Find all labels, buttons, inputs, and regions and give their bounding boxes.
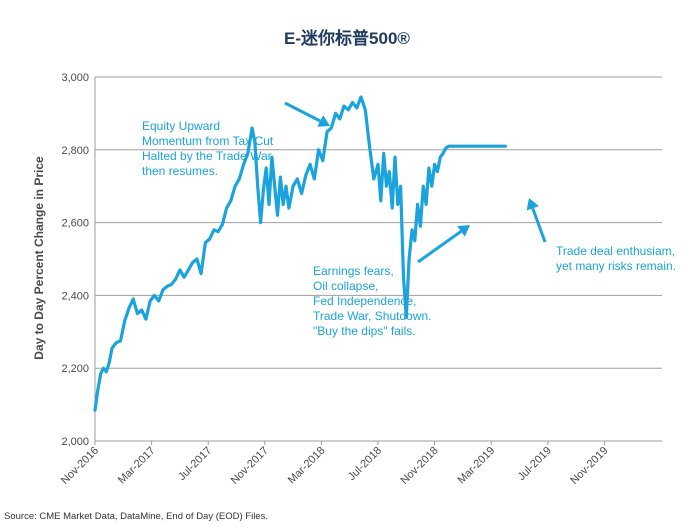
- y-axis-label: Day to Day Percent Change in Price: [32, 156, 46, 360]
- series-line: [93, 95, 507, 412]
- y-tick-label: 2,400: [61, 290, 89, 302]
- annotation-line: Trade War, Shutdown.: [313, 309, 432, 323]
- x-tick-label: Nov-2018: [399, 445, 441, 487]
- annotation-text: Trade deal enthusiam, yet many risks rema…: [556, 244, 676, 273]
- annotation-text: Equity Upward Momentum from Tax Cut Halted…: [142, 119, 274, 178]
- annotation-line: Oil collapse,: [313, 279, 378, 293]
- annotation-arrowhead: [317, 115, 330, 127]
- chart-title: E-迷你标普500®: [284, 28, 410, 48]
- x-tick-label: Jul-2019: [516, 445, 554, 483]
- source-note: Source: CME Market Data, DataMine, End o…: [4, 511, 268, 522]
- annotation-line: Halted by the Trade War,: [142, 149, 274, 163]
- annotation-arrows: [284, 101, 547, 264]
- x-tick-label: Nov-2019: [568, 445, 610, 487]
- annotation-line: "Buy the dips" fails.: [313, 324, 416, 338]
- y-tick-label: 2,600: [61, 218, 89, 230]
- annotation-line: Trade deal enthusiam,: [556, 244, 675, 258]
- x-tick-label: Jul-2017: [176, 445, 214, 483]
- annotations: Equity Upward Momentum from Tax Cut Halted…: [142, 119, 676, 338]
- y-tick-label: 2,800: [61, 145, 89, 157]
- y-tick-labels: 2,000 2,200 2,400 2,600 2,800 3,000: [61, 72, 89, 448]
- x-tick-label: Jul-2018: [346, 445, 384, 483]
- annotation-arrow-shaft: [531, 207, 547, 243]
- annotation-arrow-shaft: [417, 230, 462, 264]
- series-group: [93, 95, 507, 412]
- annotation-line: yet many risks remain.: [556, 259, 676, 273]
- annotation-line: Momentum from Tax Cut: [142, 134, 274, 148]
- annotation-arrow-shaft: [284, 101, 321, 123]
- y-tick-label: 3,000: [61, 72, 89, 84]
- x-tick-label: Mar-2019: [456, 445, 498, 487]
- x-tick-labels: Nov-2016 Mar-2017 Jul-2017 Nov-2017 Mar-2018…: [59, 445, 611, 487]
- y-tick-label: 2,200: [61, 363, 89, 375]
- x-tick-label: Mar-2018: [286, 445, 328, 487]
- annotation-line: Fed Independence,: [313, 294, 416, 308]
- annotation-arrowhead: [526, 198, 539, 211]
- annotation-line: Earnings fears,: [313, 264, 394, 278]
- annotation-arrowhead: [457, 225, 470, 237]
- y-tick-label: 2,000: [61, 436, 89, 448]
- annotation-text: Earnings fears, Oil collapse, Fed Independ…: [313, 264, 432, 338]
- x-tick-label: Nov-2017: [229, 445, 271, 487]
- gridlines: [94, 76, 662, 445]
- annotation-line: Equity Upward: [142, 119, 220, 133]
- x-tick-label: Nov-2016: [59, 445, 101, 487]
- x-tick-label: Mar-2017: [116, 445, 158, 487]
- annotation-line: then resumes.: [142, 164, 218, 178]
